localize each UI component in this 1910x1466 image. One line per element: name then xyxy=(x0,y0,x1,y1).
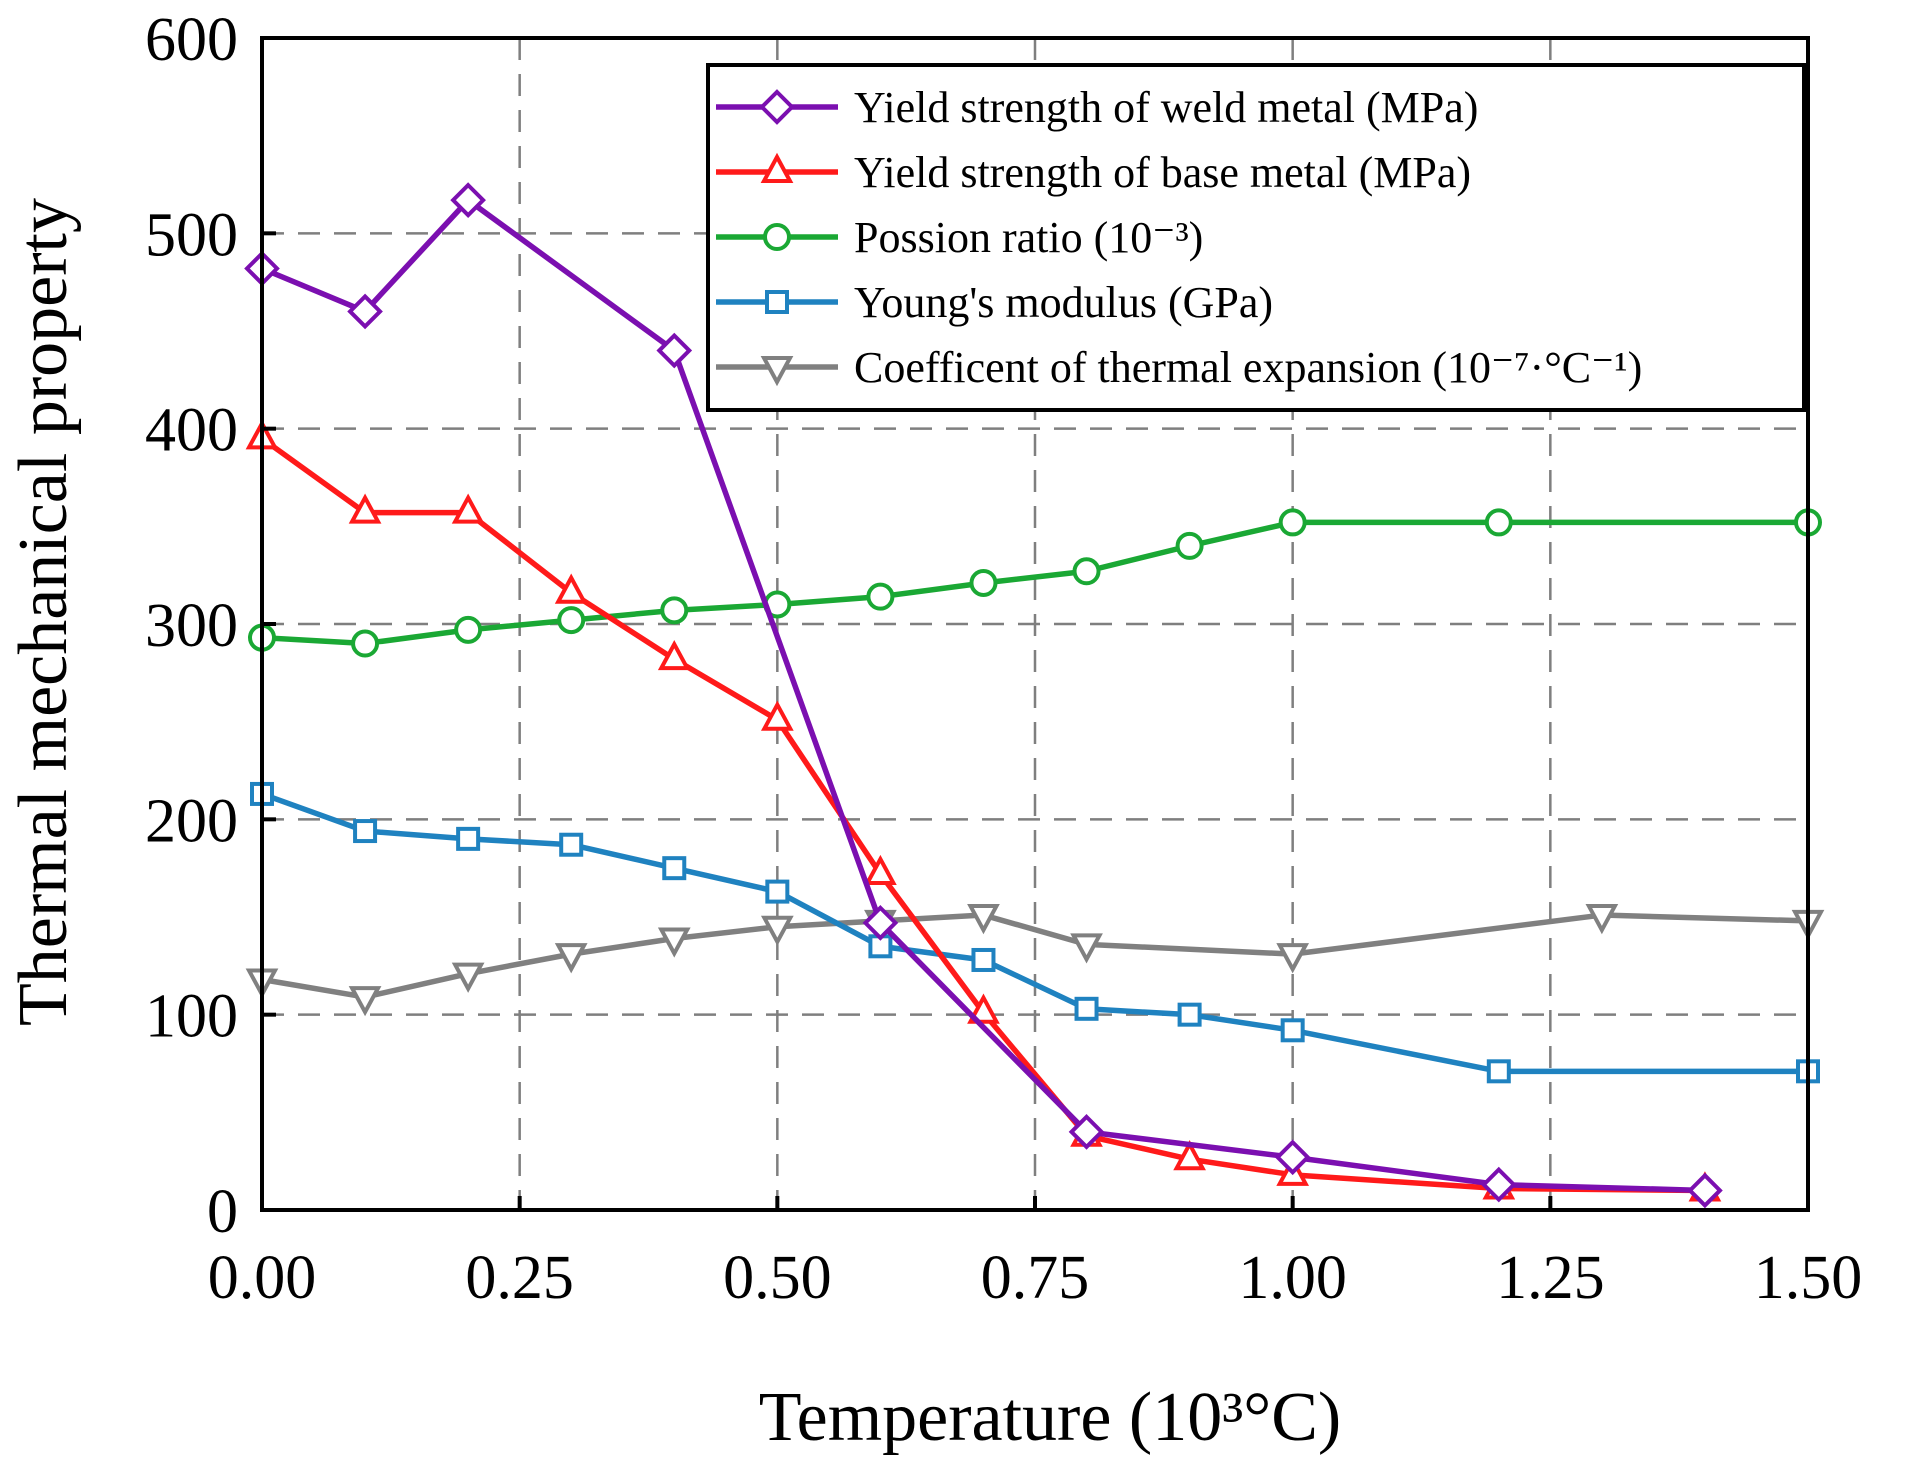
legend-swatch-marker xyxy=(760,152,794,183)
series-3 xyxy=(250,781,1820,1084)
legend-box xyxy=(706,63,1806,412)
data-point xyxy=(1173,1140,1206,1171)
data-point xyxy=(971,947,996,972)
data-point xyxy=(451,493,485,524)
data-point xyxy=(866,582,895,611)
data-point xyxy=(656,332,693,369)
data-point xyxy=(967,904,1000,935)
legend-item: Yield strength of weld metal (MPa) xyxy=(716,83,1478,132)
y-tick-label: 600 xyxy=(145,6,238,74)
x-tick-label: 1.00 xyxy=(1238,1244,1347,1312)
legend-label: Yield strength of weld metal (MPa) xyxy=(854,83,1478,132)
x-tick-label: 0.50 xyxy=(723,1244,832,1312)
data-point xyxy=(554,943,588,974)
legend-swatch-marker xyxy=(760,356,794,387)
legend-swatch-marker xyxy=(763,223,791,251)
data-point xyxy=(1480,1166,1517,1203)
x-tick-label: 1.50 xyxy=(1754,1244,1863,1312)
data-point xyxy=(765,879,790,904)
data-point xyxy=(1070,933,1103,964)
data-point xyxy=(657,639,691,671)
data-point xyxy=(559,832,584,857)
series-0 xyxy=(244,182,1723,1209)
series-line xyxy=(261,912,1809,1000)
data-point xyxy=(348,986,382,1017)
data-point xyxy=(660,596,689,625)
data-point xyxy=(760,700,794,731)
data-point xyxy=(967,993,1000,1024)
data-point xyxy=(1687,1172,1723,1209)
data-point xyxy=(353,819,378,844)
legend-swatch-marker xyxy=(759,89,795,125)
data-point xyxy=(760,915,794,946)
y-tick-label: 500 xyxy=(145,201,238,269)
y-tick-label: 400 xyxy=(145,397,238,465)
x-axis-title: Temperature (10³°C) xyxy=(759,1379,1341,1456)
data-point xyxy=(969,568,998,597)
y-tick-label: 0 xyxy=(207,1178,238,1246)
data-point xyxy=(1074,996,1099,1021)
data-point xyxy=(1280,1018,1305,1043)
data-point xyxy=(1274,1139,1311,1176)
legend-label: Young's modulus (GPa) xyxy=(854,278,1273,327)
data-point xyxy=(1278,508,1307,537)
data-point xyxy=(557,606,586,635)
data-point xyxy=(351,629,380,658)
legend-label: Possion ratio (10⁻³) xyxy=(854,213,1203,262)
data-point xyxy=(1486,1059,1511,1084)
data-point xyxy=(864,854,897,886)
data-point xyxy=(1276,943,1310,974)
data-point xyxy=(657,927,691,958)
legend-label: Yield strength of base metal (MPa) xyxy=(854,148,1471,197)
x-tick-label: 1.25 xyxy=(1496,1244,1605,1312)
legend-label: Coefficent of thermal expansion (10⁻⁷·°C… xyxy=(854,343,1642,392)
legend-item: Yield strength of base metal (MPa) xyxy=(716,148,1471,197)
data-point xyxy=(454,615,483,644)
y-tick-label: 200 xyxy=(145,787,238,855)
data-point xyxy=(1585,904,1619,935)
legend-swatch-marker xyxy=(765,290,789,314)
y-tick-label: 100 xyxy=(145,983,238,1051)
data-point xyxy=(1175,531,1204,560)
data-point xyxy=(456,826,481,851)
data-point xyxy=(348,493,382,524)
data-point xyxy=(1177,1002,1202,1027)
x-tick-label: 0.00 xyxy=(208,1244,317,1312)
data-point xyxy=(554,573,588,604)
legend-item: Coefficent of thermal expansion (10⁻⁷·°C… xyxy=(716,343,1642,392)
x-tick-label: 0.75 xyxy=(981,1244,1090,1312)
legend-item: Young's modulus (GPa) xyxy=(716,278,1273,327)
axis-ticks: 0.00 0.25 0.50 0.75 1.00 1.25 1.50 0 100 200 300 40… xyxy=(145,6,1862,1312)
data-point xyxy=(1484,508,1513,537)
data-point xyxy=(862,905,899,941)
legend-item: Possion ratio (10⁻³) xyxy=(716,213,1203,262)
x-tick-label: 0.25 xyxy=(465,1244,574,1312)
legend: Yield strength of weld metal (MPa) Yield … xyxy=(706,63,1806,412)
data-point xyxy=(450,182,486,218)
data-point xyxy=(662,856,687,881)
y-tick-label: 300 xyxy=(145,592,238,660)
data-point xyxy=(347,293,383,330)
data-point xyxy=(451,962,485,993)
y-axis-title: Thermal mechanical property xyxy=(5,198,82,1026)
data-point xyxy=(1072,557,1101,586)
series-2 xyxy=(248,508,1822,658)
data-point xyxy=(1068,1114,1105,1150)
